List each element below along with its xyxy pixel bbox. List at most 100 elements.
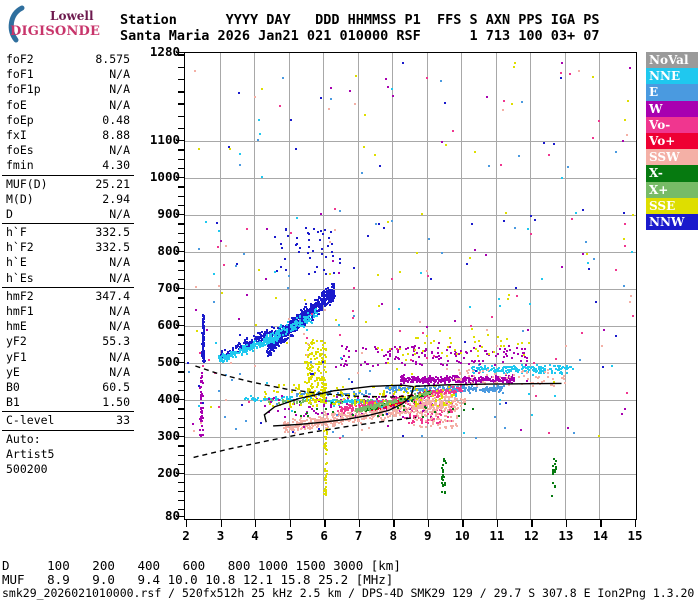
data-point — [270, 335, 273, 338]
data-point — [482, 370, 485, 373]
data-point — [331, 286, 333, 289]
data-point — [242, 346, 245, 348]
data-point — [286, 324, 289, 326]
gridline-horizontal — [185, 474, 636, 475]
param-value: N/A — [109, 255, 130, 270]
data-point — [291, 319, 294, 322]
param-value: N/A — [109, 97, 130, 112]
data-point — [256, 337, 259, 340]
data-point — [253, 341, 256, 344]
data-point — [290, 317, 293, 320]
data-point — [226, 356, 229, 359]
param-value: N/A — [109, 319, 130, 334]
param-name: h`F — [6, 225, 27, 240]
param-row: h`F2 332.5 — [2, 240, 134, 255]
gridline-horizontal — [185, 215, 636, 216]
data-point — [245, 337, 248, 340]
data-point — [261, 341, 264, 344]
param-name: fmin — [6, 158, 34, 173]
data-point — [309, 302, 312, 305]
data-point — [276, 329, 279, 332]
gridline-vertical — [254, 53, 256, 519]
data-point — [225, 355, 228, 358]
param-value: N/A — [109, 364, 130, 379]
data-point — [331, 291, 334, 294]
data-point — [324, 294, 327, 297]
data-point — [247, 347, 250, 350]
data-point — [281, 247, 284, 250]
data-point — [308, 239, 311, 242]
data-point — [267, 332, 270, 335]
data-point — [290, 319, 293, 322]
data-point — [265, 329, 268, 332]
data-point — [260, 336, 263, 339]
param-divider — [2, 174, 134, 176]
data-point — [292, 334, 295, 337]
data-point — [266, 354, 269, 357]
data-point — [312, 309, 315, 312]
data-point — [290, 335, 293, 338]
data-point — [484, 364, 487, 367]
data-point — [258, 333, 261, 336]
data-point — [310, 318, 313, 321]
data-point — [267, 351, 269, 354]
data-point — [326, 291, 329, 293]
data-point — [302, 317, 305, 319]
data-point — [240, 353, 243, 356]
gridline-horizontal — [185, 363, 636, 364]
data-point — [561, 366, 564, 369]
data-point — [332, 290, 335, 293]
data-point — [234, 355, 237, 358]
param-group: foF2 8.575 foF1 N/A foF1p N/A foE N/A foEp 0.48 fx… — [2, 52, 134, 174]
ionogram-plot[interactable] — [184, 52, 637, 520]
station-header: Station YYYY DAY DDD HHMMSS P1 FFS S AXN… — [120, 12, 600, 44]
data-point — [310, 321, 313, 324]
data-point — [533, 369, 536, 372]
data-point — [304, 310, 307, 313]
param-value: N/A — [109, 82, 130, 97]
param-row: foF2 8.575 — [2, 52, 134, 67]
data-point — [314, 270, 317, 273]
data-point — [273, 334, 276, 336]
data-point — [280, 325, 283, 328]
data-point — [274, 330, 277, 333]
data-point — [295, 319, 298, 322]
data-point — [237, 345, 240, 348]
data-point — [238, 345, 241, 348]
gridline-horizontal — [185, 141, 636, 142]
gridline-vertical — [564, 53, 566, 519]
data-point — [319, 230, 322, 233]
data-point — [253, 346, 256, 349]
data-point — [273, 341, 276, 344]
data-point — [305, 321, 308, 324]
data-point — [514, 367, 517, 370]
data-point — [327, 236, 330, 239]
data-point — [322, 293, 325, 296]
data-point — [297, 322, 299, 324]
param-row: hmF1 N/A — [2, 304, 134, 319]
param-name: foEp — [6, 112, 34, 127]
data-point — [315, 265, 318, 268]
data-point — [266, 344, 269, 347]
data-point — [292, 325, 295, 328]
data-point — [299, 318, 302, 320]
data-point — [279, 243, 282, 246]
param-name: foF1 — [6, 67, 34, 82]
data-point — [305, 316, 308, 319]
data-point — [339, 261, 342, 264]
data-point — [321, 308, 324, 311]
data-point — [266, 328, 268, 331]
data-point — [552, 365, 555, 368]
data-point — [281, 335, 284, 338]
param-row: fxI 8.88 — [2, 128, 134, 143]
data-point — [272, 339, 275, 342]
data-point — [268, 351, 271, 354]
data-point — [295, 324, 298, 326]
data-point — [233, 351, 236, 354]
data-point — [531, 369, 534, 372]
data-point — [330, 289, 333, 292]
data-point — [236, 345, 239, 348]
data-point — [571, 368, 574, 371]
data-point — [273, 330, 276, 333]
param-name: C-level — [6, 413, 55, 428]
